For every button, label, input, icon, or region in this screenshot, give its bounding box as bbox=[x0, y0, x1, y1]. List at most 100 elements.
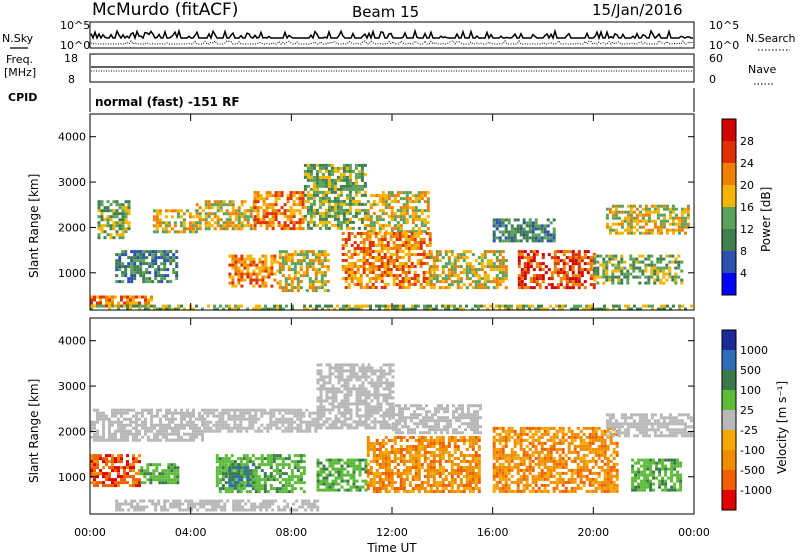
power-cell bbox=[593, 261, 596, 264]
velocity-cell bbox=[356, 480, 359, 483]
power-cell bbox=[523, 227, 526, 230]
power-cell bbox=[522, 305, 525, 308]
power-cell bbox=[246, 267, 249, 270]
velocity-cell bbox=[499, 487, 502, 490]
power-cell bbox=[163, 253, 166, 256]
velocity-cell bbox=[406, 472, 409, 475]
power-cell bbox=[399, 274, 402, 277]
power-cell bbox=[104, 206, 107, 209]
power-cell bbox=[615, 205, 618, 208]
power-cell bbox=[128, 203, 131, 206]
velocity-cell bbox=[246, 472, 249, 475]
velocity-cell bbox=[592, 436, 595, 439]
power-cell bbox=[316, 191, 319, 194]
velocity-cell bbox=[574, 490, 577, 493]
velocity-cell bbox=[496, 427, 499, 430]
velocity-cell bbox=[448, 442, 451, 445]
power-cell bbox=[186, 209, 189, 212]
power-cell bbox=[463, 256, 466, 259]
velocity-cell bbox=[427, 466, 430, 469]
power-cell bbox=[581, 256, 584, 259]
power-cell bbox=[396, 250, 399, 253]
power-cell bbox=[399, 250, 402, 253]
power-cell bbox=[535, 221, 538, 224]
velocity-cell bbox=[643, 474, 646, 477]
power-cell bbox=[349, 173, 352, 176]
velocity-cell bbox=[616, 475, 619, 478]
power-cell bbox=[645, 305, 648, 308]
velocity-cell bbox=[655, 468, 658, 471]
power-cell bbox=[378, 241, 381, 244]
velocity-cell bbox=[502, 466, 505, 469]
power-cell bbox=[351, 265, 354, 268]
power-cell bbox=[533, 256, 536, 259]
power-cell bbox=[593, 283, 596, 286]
power-cell bbox=[319, 221, 322, 224]
power-cell bbox=[220, 218, 223, 221]
velocity-cell bbox=[388, 460, 391, 463]
velocity-cell bbox=[595, 481, 598, 484]
power-cell bbox=[241, 227, 244, 230]
power-cell bbox=[596, 261, 599, 264]
velocity-cell bbox=[158, 472, 161, 475]
power-cell bbox=[124, 250, 127, 253]
velocity-cell bbox=[376, 490, 379, 493]
power-cell bbox=[639, 214, 642, 217]
power-cell bbox=[656, 258, 659, 261]
power-cell bbox=[358, 212, 361, 215]
power-cell bbox=[632, 267, 635, 270]
velocity-cell bbox=[409, 490, 412, 493]
power-cell bbox=[372, 286, 375, 289]
power-cell bbox=[128, 227, 131, 230]
power-cell bbox=[232, 212, 235, 215]
power-cell bbox=[327, 259, 330, 262]
power-cell bbox=[306, 274, 309, 277]
velocity-cell bbox=[152, 475, 155, 478]
velocity-cell bbox=[553, 442, 556, 445]
velocity-cell bbox=[547, 472, 550, 475]
power-cell bbox=[235, 209, 238, 212]
power-cell bbox=[414, 265, 417, 268]
power-cell bbox=[660, 305, 663, 308]
velocity-cell bbox=[532, 487, 535, 490]
power-cell bbox=[360, 247, 363, 250]
velocity-cell bbox=[457, 475, 460, 478]
power-cell bbox=[551, 277, 554, 280]
power-cell bbox=[423, 241, 426, 244]
power-cell bbox=[231, 279, 234, 282]
velocity-cell bbox=[676, 474, 679, 477]
power-cell bbox=[496, 224, 499, 227]
velocity-cell bbox=[326, 489, 329, 492]
power-cell bbox=[403, 218, 406, 221]
velocity-cell bbox=[496, 475, 499, 478]
power-cell bbox=[391, 194, 394, 197]
velocity-cell bbox=[93, 478, 96, 481]
power-cell bbox=[642, 220, 645, 223]
power-cell bbox=[290, 218, 293, 221]
velocity-cell bbox=[451, 481, 454, 484]
power-cell bbox=[617, 270, 620, 273]
power-cell bbox=[255, 305, 258, 308]
power-cell bbox=[420, 265, 423, 268]
power-cell bbox=[408, 277, 411, 280]
power-cell bbox=[681, 208, 684, 211]
velocity-cell bbox=[326, 480, 329, 483]
power-cell bbox=[337, 206, 340, 209]
velocity-cell bbox=[418, 490, 421, 493]
power-cell bbox=[354, 241, 357, 244]
power-cell bbox=[306, 271, 309, 274]
power-cell bbox=[532, 224, 535, 227]
power-cell bbox=[530, 280, 533, 283]
velocity-cell bbox=[439, 484, 442, 487]
power-cell bbox=[375, 274, 378, 277]
power-cell bbox=[608, 255, 611, 258]
power-cell bbox=[316, 188, 319, 191]
power-cell bbox=[375, 259, 378, 262]
power-cell bbox=[252, 261, 255, 264]
power-cell bbox=[361, 188, 364, 191]
velocity-cell bbox=[267, 478, 270, 481]
power-cell bbox=[656, 267, 659, 270]
velocity-cell bbox=[445, 484, 448, 487]
power-cell bbox=[514, 230, 517, 233]
power-cell bbox=[399, 283, 402, 286]
